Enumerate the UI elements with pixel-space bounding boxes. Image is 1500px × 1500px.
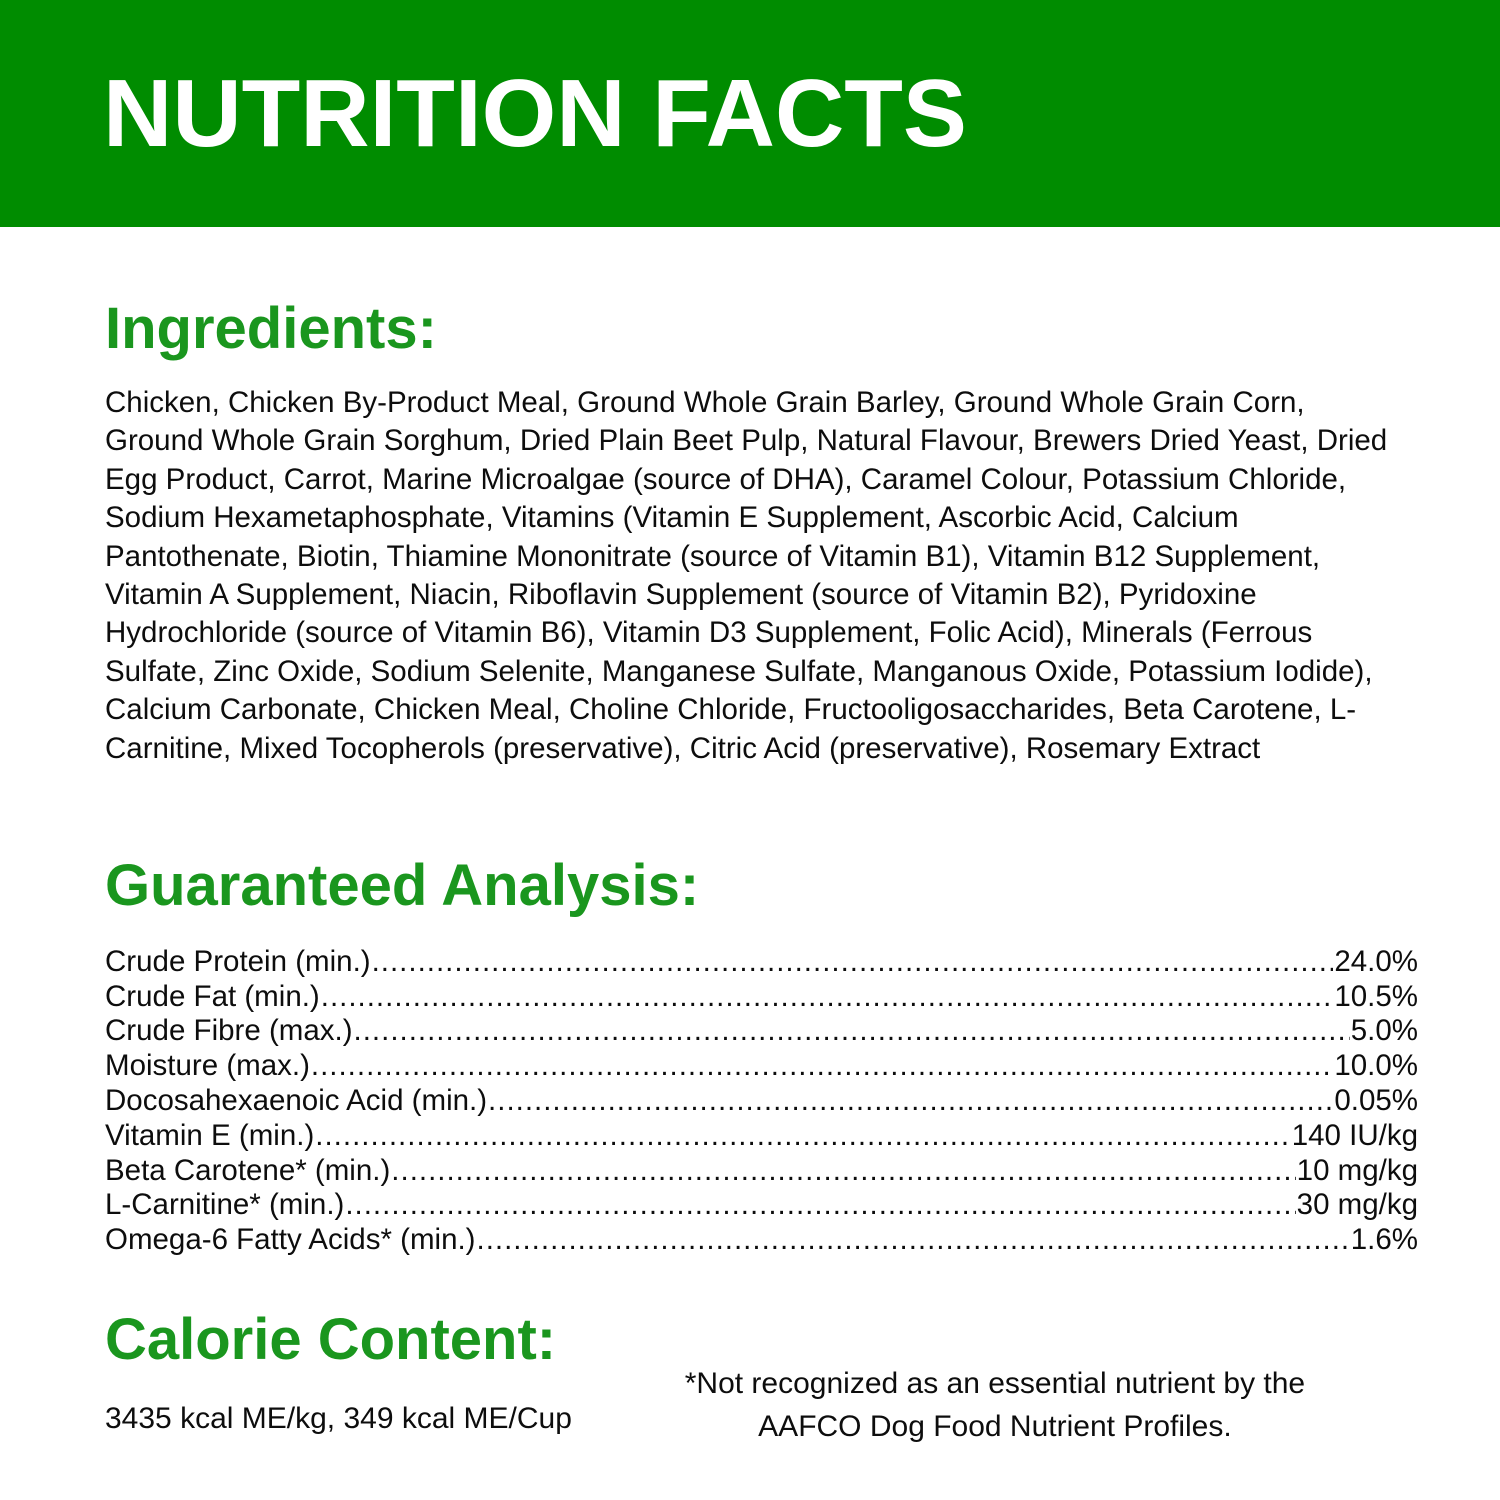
table-row: Beta Carotene* (min.) 10 mg/kg	[105, 1154, 1418, 1189]
label-content: Ingredients: Chicken, Chicken By-Product…	[0, 296, 1500, 1448]
analysis-value: 24.0%	[1334, 944, 1418, 978]
analysis-value: 10 mg/kg	[1296, 1153, 1418, 1187]
dot-leader	[345, 1188, 1295, 1223]
analysis-value: 1.6%	[1350, 1223, 1418, 1257]
table-row: Vitamin E (min.) 140 IU/kg	[105, 1119, 1418, 1154]
table-row: Crude Fibre (max.) 5.0%	[105, 1014, 1418, 1049]
calorie-content-heading: Calorie Content:	[105, 1307, 557, 1373]
analysis-value: 140 IU/kg	[1291, 1118, 1418, 1152]
aafco-footnote: *Not recognized as an essential nutrient…	[684, 1367, 1306, 1444]
guaranteed-analysis-heading: Guaranteed Analysis:	[105, 852, 700, 918]
dot-leader	[488, 1084, 1333, 1119]
bottom-section: Calorie Content: 3435 kcal ME/kg, 349 kc…	[105, 1307, 1418, 1448]
table-row: Crude Fat (min.) 10.5%	[105, 980, 1418, 1015]
analysis-label: L-Carnitine* (min.)	[105, 1188, 345, 1222]
analysis-value: 5.0%	[1350, 1014, 1418, 1048]
analysis-label: Crude Fibre (max.)	[105, 1014, 353, 1048]
dot-leader	[477, 1223, 1350, 1258]
header-banner: NUTRITION FACTS	[0, 0, 1500, 227]
footnote-block: *Not recognized as an essential nutrient…	[572, 1310, 1418, 1448]
dot-leader	[372, 945, 1334, 980]
analysis-value: 30 mg/kg	[1296, 1188, 1418, 1222]
table-row: L-Carnitine* (min.) 30 mg/kg	[105, 1188, 1418, 1223]
dot-leader	[321, 980, 1334, 1015]
analysis-label: Crude Fat (min.)	[105, 979, 320, 1013]
analysis-value: 10.0%	[1334, 1049, 1418, 1083]
calorie-content-value: 3435 kcal ME/kg, 349 kcal ME/Cup	[105, 1401, 572, 1435]
analysis-value: 0.05%	[1334, 1084, 1418, 1118]
table-row: Omega-6 Fatty Acids* (min.) 1.6%	[105, 1223, 1418, 1258]
analysis-label: Docosahexaenoic Acid (min.)	[105, 1084, 488, 1118]
analysis-label: Moisture (max.)	[105, 1049, 310, 1083]
dot-leader	[311, 1049, 1333, 1084]
table-row: Crude Protein (min.) 24.0%	[105, 945, 1418, 980]
table-row: Moisture (max.) 10.0%	[105, 1049, 1418, 1084]
calorie-content-block: Calorie Content: 3435 kcal ME/kg, 349 kc…	[105, 1307, 572, 1448]
analysis-label: Crude Protein (min.)	[105, 944, 371, 978]
dot-leader	[354, 1014, 1350, 1049]
analysis-value: 10.5%	[1334, 979, 1418, 1013]
guaranteed-analysis-table: Crude Protein (min.) 24.0% Crude Fat (mi…	[105, 945, 1418, 1258]
table-row: Docosahexaenoic Acid (min.) 0.05%	[105, 1084, 1418, 1119]
analysis-label: Omega-6 Fatty Acids* (min.)	[105, 1223, 476, 1257]
dot-leader	[391, 1154, 1295, 1189]
analysis-label: Vitamin E (min.)	[105, 1118, 315, 1152]
ingredients-text: Chicken, Chicken By-Product Meal, Ground…	[105, 385, 1388, 765]
ingredients-heading: Ingredients:	[105, 296, 437, 361]
dot-leader	[315, 1119, 1290, 1154]
analysis-label: Beta Carotene* (min.)	[105, 1153, 391, 1187]
page-title: NUTRITION FACTS	[103, 59, 967, 167]
